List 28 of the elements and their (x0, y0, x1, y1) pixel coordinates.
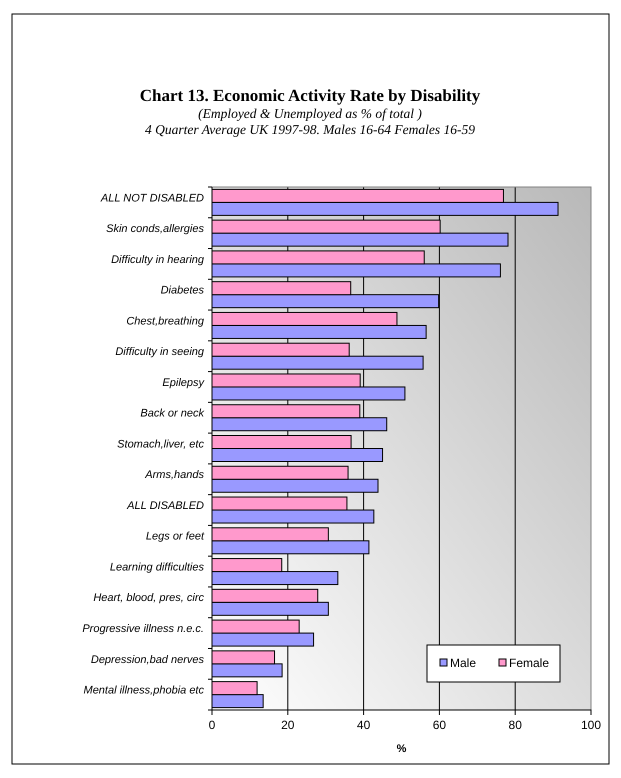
y-tick-label: Difficulty in hearing (111, 254, 205, 266)
y-tick-label: Depression,bad nerves (90, 654, 204, 666)
x-tick-label: 100 (580, 718, 602, 732)
y-tick-label: Heart, blood, pres, circ (93, 592, 204, 604)
y-tick-label: Progressive illness n.e.c. (82, 622, 204, 635)
y-tick-label: Legs or feet (146, 530, 205, 543)
x-tick-label: 60 (432, 718, 446, 732)
x-axis-title: % (396, 743, 407, 755)
x-tick-label: 20 (281, 718, 295, 732)
y-tick-label: Diabetes (160, 284, 204, 297)
y-tick-label: Back or neck (140, 408, 204, 420)
x-tick-label: 0 (208, 718, 216, 732)
x-tick-label: 40 (356, 718, 371, 732)
legend-label: Female (509, 656, 550, 670)
y-tick-label: ALL DISABLED (126, 500, 204, 512)
y-tick-label: ALL NOT DISABLED (100, 192, 204, 204)
y-tick-label: Mental illness,phobia etc (84, 684, 204, 697)
y-tick-label: Chest,breathing (126, 315, 205, 328)
y-tick-label: Epilepsy (162, 376, 206, 389)
y-tick-label: Stomach,liver, etc (117, 438, 204, 450)
y-tick-label: Learning difficulties (110, 561, 204, 574)
y-tick-label: Arms,hands (144, 469, 204, 482)
chart-subtitle: (Employed & Unemployed as % of total ) 4 Quarter Average UK 1997-98. Males 16-64 Females 16-59 (144, 106, 476, 137)
legend-label: Male (450, 656, 476, 670)
x-tick-label: 80 (508, 718, 522, 732)
y-tick-label: Skin conds,allergies (106, 223, 204, 236)
chart-title: Chart 13. Economic Activity Rate by Disability (140, 86, 481, 105)
y-tick-label: Difficulty in seeing (115, 346, 205, 358)
